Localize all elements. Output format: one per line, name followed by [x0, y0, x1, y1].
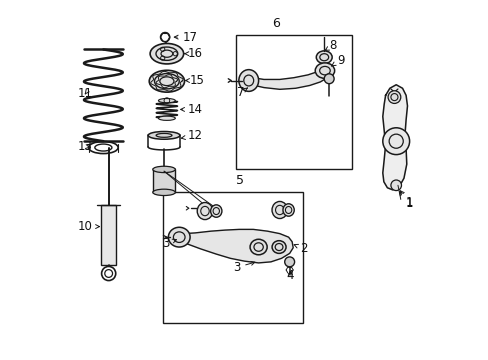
- Ellipse shape: [283, 204, 294, 216]
- Ellipse shape: [158, 99, 175, 103]
- Ellipse shape: [148, 131, 180, 139]
- Ellipse shape: [271, 202, 287, 219]
- Circle shape: [284, 257, 294, 267]
- Polygon shape: [382, 85, 407, 190]
- Polygon shape: [176, 229, 293, 263]
- Bar: [101, 205, 116, 265]
- Ellipse shape: [271, 241, 285, 253]
- Text: 6: 6: [272, 17, 280, 30]
- Text: 16: 16: [184, 47, 203, 60]
- Circle shape: [390, 180, 401, 190]
- Text: 5: 5: [236, 174, 244, 187]
- Text: 14: 14: [180, 103, 203, 116]
- Text: 10: 10: [78, 220, 99, 233]
- Ellipse shape: [158, 116, 175, 120]
- Text: 15: 15: [185, 74, 204, 87]
- Text: 7: 7: [237, 86, 247, 99]
- Ellipse shape: [150, 44, 183, 64]
- Ellipse shape: [316, 51, 331, 64]
- Ellipse shape: [149, 70, 184, 92]
- Text: 3: 3: [162, 237, 176, 250]
- Ellipse shape: [168, 227, 190, 247]
- Text: 8: 8: [325, 40, 336, 53]
- Ellipse shape: [315, 63, 334, 78]
- Bar: [235, 35, 351, 170]
- Circle shape: [387, 91, 400, 103]
- Circle shape: [382, 128, 409, 154]
- Ellipse shape: [210, 205, 222, 217]
- Text: 2: 2: [294, 242, 307, 255]
- Text: 4: 4: [286, 270, 294, 283]
- Text: 9: 9: [331, 54, 344, 67]
- Ellipse shape: [238, 69, 258, 91]
- Bar: [163, 192, 302, 323]
- Text: 1: 1: [400, 191, 413, 210]
- Text: 3: 3: [232, 261, 254, 274]
- Polygon shape: [251, 70, 328, 89]
- Text: 1: 1: [399, 192, 413, 211]
- Ellipse shape: [152, 166, 175, 172]
- Text: 13: 13: [78, 140, 93, 153]
- Bar: [152, 170, 175, 192]
- Text: 11: 11: [78, 87, 93, 100]
- Ellipse shape: [249, 239, 266, 255]
- Ellipse shape: [152, 189, 175, 195]
- Text: 12: 12: [181, 129, 203, 143]
- Ellipse shape: [197, 203, 212, 220]
- Circle shape: [324, 74, 333, 84]
- Text: 17: 17: [174, 31, 198, 44]
